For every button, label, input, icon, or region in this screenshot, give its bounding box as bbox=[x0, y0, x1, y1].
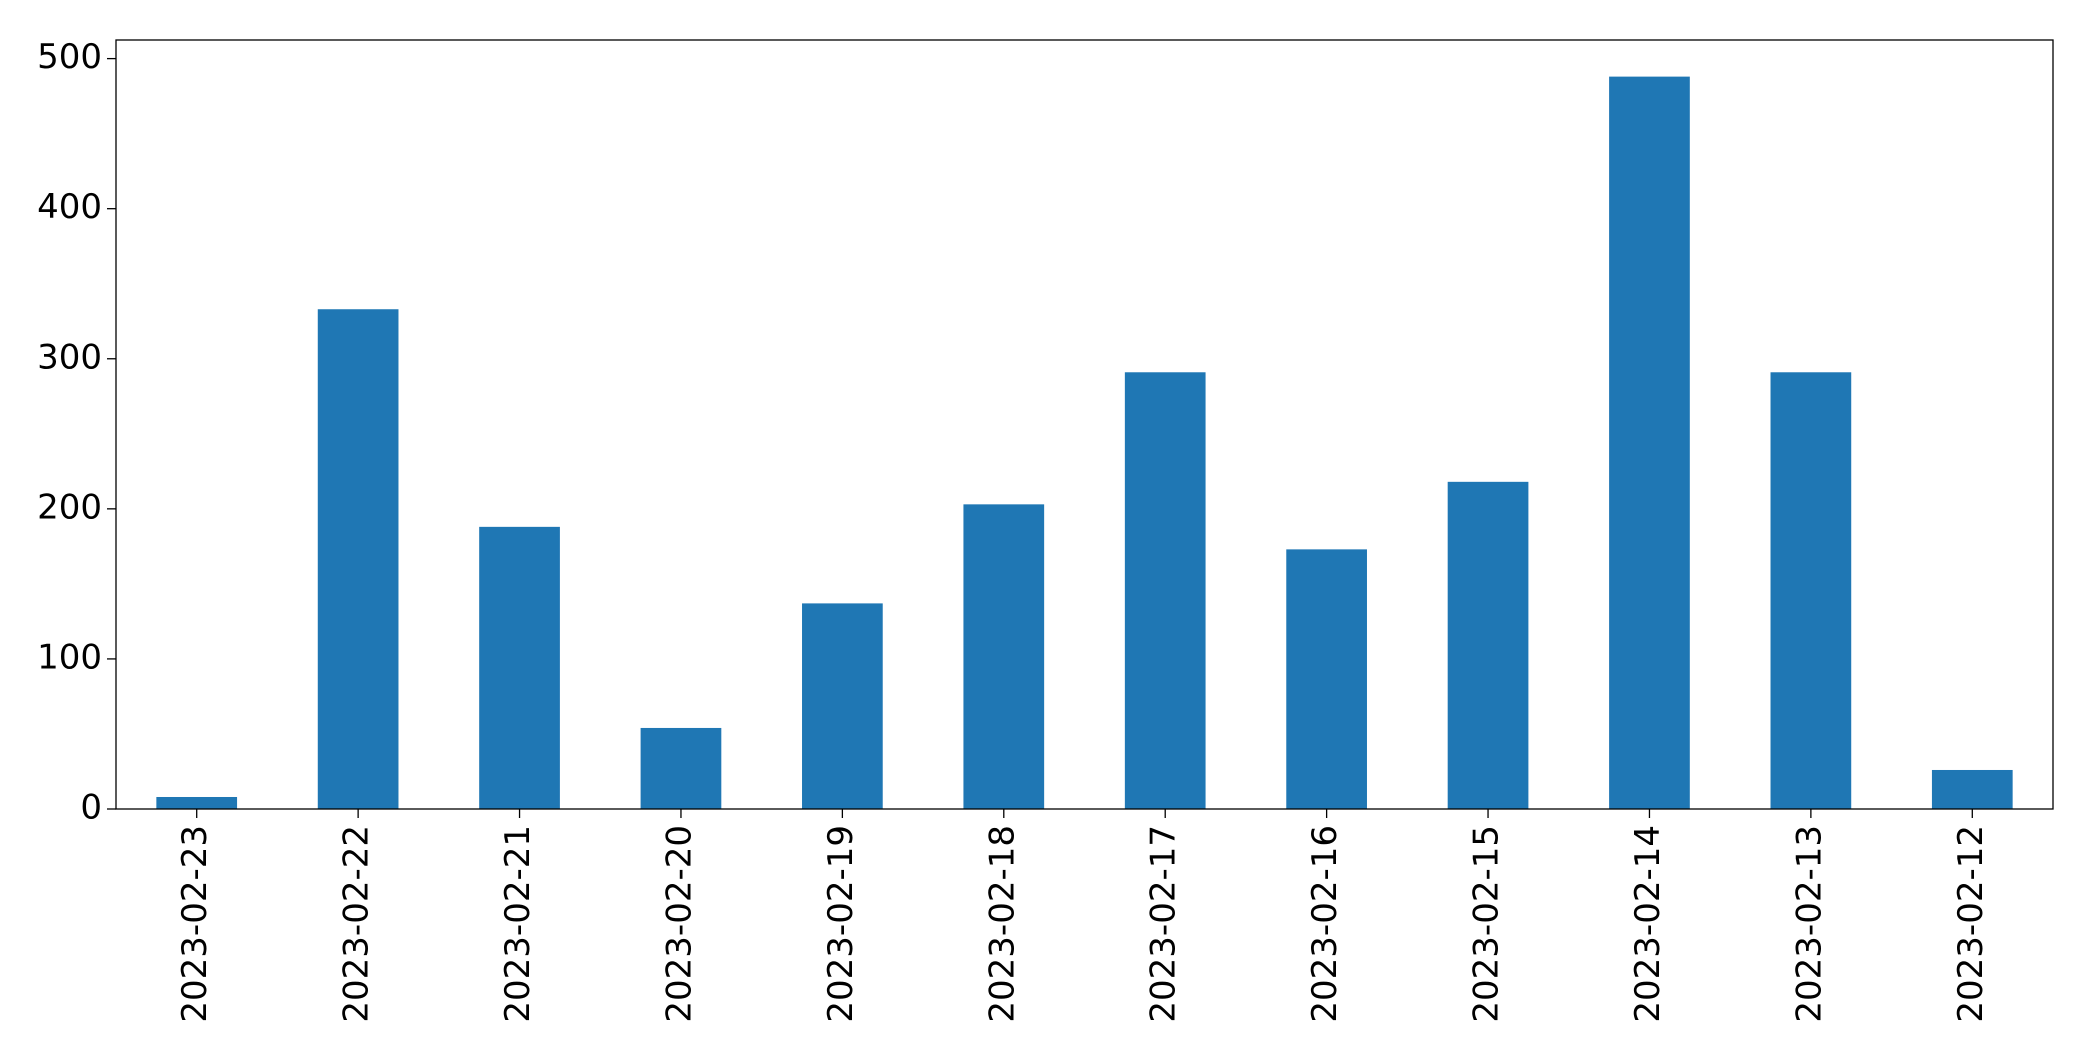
y-tick-label: 500 bbox=[37, 37, 102, 77]
bar bbox=[1124, 372, 1206, 809]
y-tick-label: 100 bbox=[37, 637, 102, 677]
x-tick-label: 2023-02-19 bbox=[821, 825, 861, 1023]
bar bbox=[1286, 549, 1367, 809]
x-tick-label: 2023-02-21 bbox=[498, 825, 538, 1023]
bar bbox=[640, 727, 722, 809]
x-tick-label: 2023-02-23 bbox=[175, 825, 215, 1023]
x-tick-label: 2023-02-18 bbox=[982, 825, 1022, 1023]
plot-frame bbox=[115, 39, 2054, 810]
x-tick-label: 2023-02-16 bbox=[1305, 825, 1345, 1023]
x-tick-label: 2023-02-14 bbox=[1628, 825, 1668, 1023]
bar bbox=[156, 796, 238, 809]
x-tick-label: 2023-02-15 bbox=[1467, 825, 1507, 1023]
bar bbox=[317, 309, 399, 809]
y-tick-label: 300 bbox=[37, 337, 102, 377]
bar bbox=[479, 526, 560, 809]
bar bbox=[1609, 76, 1690, 810]
y-tick-label: 0 bbox=[80, 788, 102, 828]
bar bbox=[1931, 769, 2013, 809]
bar bbox=[802, 603, 883, 809]
x-tick-label: 2023-02-17 bbox=[1144, 825, 1184, 1023]
x-tick-label: 2023-02-13 bbox=[1789, 825, 1829, 1023]
bar bbox=[963, 504, 1045, 809]
x-tick-label: 2023-02-12 bbox=[1951, 825, 1991, 1023]
bar bbox=[1770, 372, 1852, 809]
y-tick-label: 400 bbox=[37, 187, 102, 227]
y-tick-label: 200 bbox=[37, 487, 102, 527]
bar bbox=[1447, 481, 1529, 809]
x-tick-label: 2023-02-22 bbox=[337, 825, 377, 1023]
x-tick-label: 2023-02-20 bbox=[659, 825, 699, 1023]
